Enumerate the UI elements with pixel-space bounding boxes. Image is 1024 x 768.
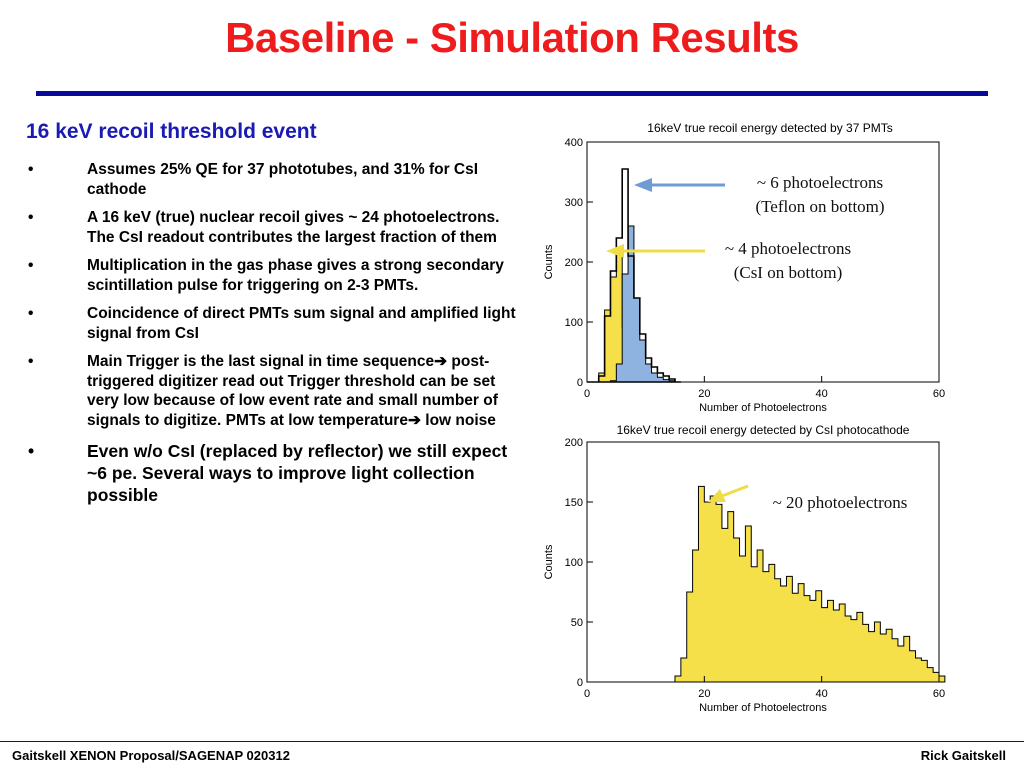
y-tick-label: 100 (565, 317, 583, 329)
y-tick-label: 150 (565, 497, 583, 509)
x-tick-label: 20 (698, 688, 710, 700)
title-divider (36, 91, 988, 96)
bullet-item: • Main Trigger is the last signal in time… (26, 352, 526, 430)
y-tick-label: 0 (577, 377, 583, 389)
bullet-dot: • (28, 353, 34, 370)
bullet-text: Even w/o CsI (replaced by reflector) we … (87, 441, 508, 505)
bullet-item: • Coincidence of direct PMTs sum signal a… (26, 304, 526, 343)
slide-title: Baseline - Simulation Results (225, 14, 799, 61)
annotation-label: (Teflon on bottom) (755, 197, 884, 216)
footer-left-text: Gaitskell XENON Proposal/SAGENAP 020312 (12, 748, 290, 763)
x-tick-label: 0 (584, 388, 590, 400)
axis-ticks: 0 20 40 60 0 100 200 300 400 (565, 137, 945, 400)
bullet-item: • Multiplication in the gas phase gives … (26, 256, 526, 295)
bullet-dot: • (28, 441, 35, 461)
bullet-text: A 16 keV (true) nuclear recoil gives ~ 2… (87, 209, 500, 246)
bullet-item: • Even w/o CsI (replaced by reflector) we… (26, 440, 526, 506)
histogram-csi: 16keV true recoil energy detected by CsI… (543, 423, 946, 714)
axis-ticks: 0 20 40 60 0 50 100 150 200 (565, 437, 945, 700)
bullet-item: • Assumes 25% QE for 37 phototubes, and 3… (26, 160, 526, 199)
bullet-list: • Assumes 25% QE for 37 phototubes, and 3… (26, 160, 526, 515)
bullet-text: Multiplication in the gas phase gives a … (87, 257, 504, 294)
y-tick-label: 0 (577, 677, 583, 689)
y-axis-label: Counts (543, 244, 555, 279)
chart-title: 16keV true recoil energy detected by 37 … (647, 121, 892, 135)
x-tick-label: 40 (816, 388, 828, 400)
bullet-text: Coincidence of direct PMTs sum signal an… (87, 305, 516, 342)
histogram-marks (587, 168, 681, 383)
bullet-item: • A 16 keV (true) nuclear recoil gives ~ … (26, 208, 526, 247)
histogram-series-2 (587, 168, 681, 383)
x-tick-label: 20 (698, 388, 710, 400)
y-tick-label: 200 (565, 437, 583, 449)
x-tick-label: 60 (933, 388, 945, 400)
arrowhead-icon (606, 244, 624, 258)
bullet-text: Main Trigger is the last signal in time … (87, 353, 435, 370)
histogram-series-1 (587, 225, 681, 383)
bullet-dot: • (28, 305, 34, 322)
y-tick-label: 100 (565, 557, 583, 569)
footer-divider (0, 741, 1024, 742)
annotation-label: ~ 20 photoelectrons (773, 493, 908, 512)
bullet-text: Assumes 25% QE for 37 phototubes, and 31… (87, 161, 479, 198)
annotation-label: ~ 4 photoelectrons (725, 239, 851, 258)
histogram-pmts: 16keV true recoil energy detected by 37 … (543, 121, 945, 414)
bullet-text-continued: post-triggered digitizer read out Trigge… (87, 353, 498, 429)
y-tick-label: 400 (565, 137, 583, 149)
annotation-label: (CsI on bottom) (734, 263, 843, 282)
section-heading: 16 keV recoil threshold event (26, 120, 317, 143)
bullet-dot: • (28, 257, 34, 274)
chart-title: 16keV true recoil energy detected by CsI… (617, 423, 910, 437)
y-axis-label: Counts (543, 544, 555, 579)
x-tick-label: 60 (933, 688, 945, 700)
x-tick-label: 0 (584, 688, 590, 700)
histogram-series-0 (674, 485, 946, 683)
bullet-dot: • (28, 209, 34, 226)
x-tick-label: 40 (816, 688, 828, 700)
bullet-dot: • (28, 161, 34, 178)
footer-author: Rick Gaitskell (920, 748, 1006, 763)
arrow-icon: ➔ (434, 353, 448, 370)
annotation-arrow (721, 484, 749, 498)
arrowhead-icon (708, 489, 726, 502)
arrowhead-icon (634, 178, 652, 192)
y-tick-label: 300 (565, 197, 583, 209)
x-axis-label: Number of Photoelectrons (699, 402, 827, 414)
y-tick-label: 50 (571, 617, 583, 629)
x-axis-label: Number of Photoelectrons (699, 702, 827, 714)
arrow-icon: ➔ (407, 411, 421, 429)
y-tick-label: 200 (565, 257, 583, 269)
annotation-label: ~ 6 photoelectrons (757, 173, 883, 192)
histogram-marks (674, 485, 946, 683)
bullet-text-end: low noise (420, 411, 496, 429)
